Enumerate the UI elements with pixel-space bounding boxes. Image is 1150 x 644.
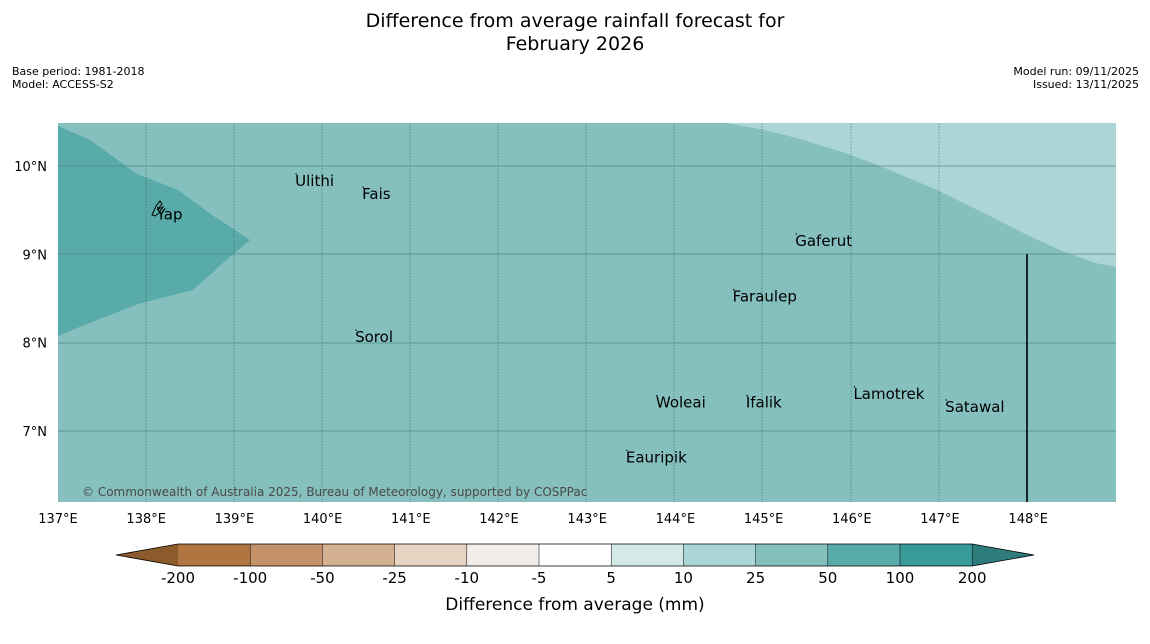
base-period: Base period: 1981-2018 [12,65,145,78]
map-region-25 [727,123,1116,267]
place-marker [295,173,297,175]
title-line-1: Difference from average rainfall forecas… [365,10,785,32]
lat-label: 8°N [23,337,48,352]
colorbar-tick-label: -100 [233,569,267,587]
lon-label: 144°E [656,512,696,527]
colorbar-title: Difference from average (mm) [445,595,704,615]
yap-island-outline [151,200,165,217]
lon-label: 145°E [744,512,784,527]
colorbar-swatch [250,544,323,566]
place-marker [853,386,856,388]
graticule [145,123,940,502]
title-line-2: February 2026 [505,33,645,55]
meta-left: Base period: 1981-2018 Model: ACCESS-S2 [12,65,144,91]
issued-date: Issued: 13/11/2025 [1032,78,1139,91]
model-run: Model run: 09/11/2025 [1013,65,1139,78]
colorbar-swatch [683,544,756,566]
lon-label: 148°E [1008,512,1048,527]
place-marker [355,329,357,331]
model-name: Model: ACCESS-S2 [12,78,114,91]
colorbar-swatch [755,544,828,566]
place-marker [945,399,947,401]
colorbar-swatch [466,544,539,566]
place-marker [626,449,628,452]
colorbar-tick-label: 50 [818,569,837,587]
colorbar-tick-label: 5 [606,569,616,587]
colorbar-swatch [539,544,612,566]
lon-label: 147°E [920,512,960,527]
colorbar: -200 -100 -50 -25 -10 -5 5 10 25 50 100 200 [115,543,1035,587]
place-layer: Yap Ulithi Fais Gaferut Faraulep Sorol Lamotre… [156,172,1005,466]
lon-label: 146°E [832,512,872,527]
latitude-axis: 10°N 9°N 8°N 7°N [14,160,47,440]
colorbar-tick-label: -50 [310,569,335,587]
colorbar-tick-label: 25 [746,569,765,587]
place-marker [746,394,748,397]
place-label: Ifalik [746,394,782,412]
lon-label: 139°E [215,512,255,527]
colorbar-swatch [178,544,251,566]
copyright-text: © Commonwealth of Australia 2025, Bureau… [82,485,587,499]
colorbar-swatch [394,544,467,566]
lat-label: 9°N [23,248,48,263]
place-marker [362,186,364,188]
colorbar-tick-label: -200 [161,569,195,587]
place-label: Faraulep [733,288,797,306]
colorbar-tick-label: -25 [382,569,407,587]
place-label: Gaferut [795,232,852,250]
place-marker [656,394,658,397]
lon-label: 140°E [303,512,343,527]
place-label: Satawal [945,398,1004,416]
lon-label: 142°E [479,512,519,527]
lon-label: 141°E [391,512,431,527]
colorbar-swatch [827,544,900,566]
colorbar-swatch [611,544,684,566]
lat-label: 10°N [14,160,47,175]
colorbar-tick-label: -5 [532,569,547,587]
place-marker [732,288,735,291]
lon-label: 143°E [567,512,607,527]
lon-label: 138°E [126,512,166,527]
place-label: Yap [156,206,183,224]
map-title: Difference from average rainfall forecas… [0,10,1150,56]
colorbar-extend-high [972,544,1034,566]
place-label: Lamotrek [853,385,924,403]
map-area: Yap Ulithi Fais Gaferut Faraulep Sorol Lamotre… [58,123,1116,502]
colorbar-extend-low [116,544,178,566]
colorbar-swatch [900,544,973,566]
colorbar-tick-label: 200 [958,569,987,587]
place-marker [156,206,159,209]
colorbar-tick-label: -10 [455,569,480,587]
colorbar-swatch [322,544,395,566]
meta-right: Model run: 09/11/2025 Issued: 13/11/2025 [1013,65,1139,91]
colorbar-outline [115,543,1035,567]
longitude-axis: 137°E 138°E 139°E 140°E 141°E 142°E 143°E 144°E… [38,512,1048,527]
place-label: Eauripik [626,448,687,466]
colorbar-tick-label: 10 [674,569,693,587]
place-marker [795,233,797,235]
colorbar-tick-label: 100 [886,569,915,587]
lon-label: 137°E [38,512,78,527]
place-label: Sorol [355,328,393,346]
place-label: Woleai [656,394,706,412]
lat-label: 7°N [23,425,48,440]
map-region-100 [58,126,250,336]
place-label: Ulithi [295,172,334,190]
latitude-lines [58,165,1116,432]
place-label: Fais [362,185,391,203]
